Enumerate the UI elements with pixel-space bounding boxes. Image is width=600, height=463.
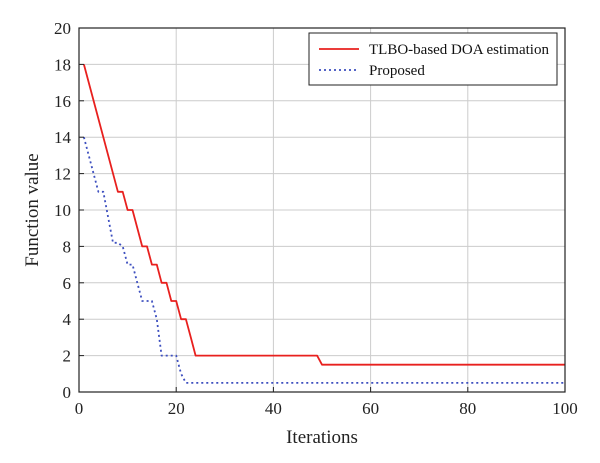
- y-tick-label: 16: [54, 92, 71, 111]
- y-tick-label: 4: [63, 310, 72, 329]
- y-tick-label: 12: [54, 165, 71, 184]
- legend-label: TLBO-based DOA estimation: [369, 42, 549, 58]
- y-tick-label: 14: [54, 128, 72, 147]
- x-tick-label: 80: [459, 399, 476, 418]
- y-tick-label: 2: [63, 347, 72, 366]
- y-tick-label: 18: [54, 55, 71, 74]
- grid: [79, 28, 565, 392]
- series-line-proposed: [83, 136, 565, 384]
- legend: TLBO-based DOA estimation Proposed: [308, 32, 558, 86]
- y-tick-label: 0: [63, 383, 72, 402]
- series-line-tlbo: [83, 64, 565, 366]
- y-tick-label: 20: [54, 19, 71, 38]
- legend-label: Proposed: [369, 63, 425, 79]
- x-tick-label: 0: [75, 399, 84, 418]
- x-tick-label: 20: [168, 399, 185, 418]
- y-tick-label: 8: [63, 237, 72, 256]
- x-tick-label: 40: [265, 399, 282, 418]
- x-axis-label: Iterations: [286, 427, 358, 448]
- y-tick-label: 6: [63, 274, 72, 293]
- y-tick-label: 10: [54, 201, 71, 220]
- series-layer: [83, 64, 565, 384]
- legend-box: [308, 32, 558, 86]
- x-tick-label: 60: [362, 399, 379, 418]
- ticks: 0 20 40 60 80 100 0 2 4 6 8 10 12 14 16 18 20: [54, 19, 578, 418]
- y-axis-label: Function value: [22, 153, 43, 266]
- x-tick-label: 100: [552, 399, 578, 418]
